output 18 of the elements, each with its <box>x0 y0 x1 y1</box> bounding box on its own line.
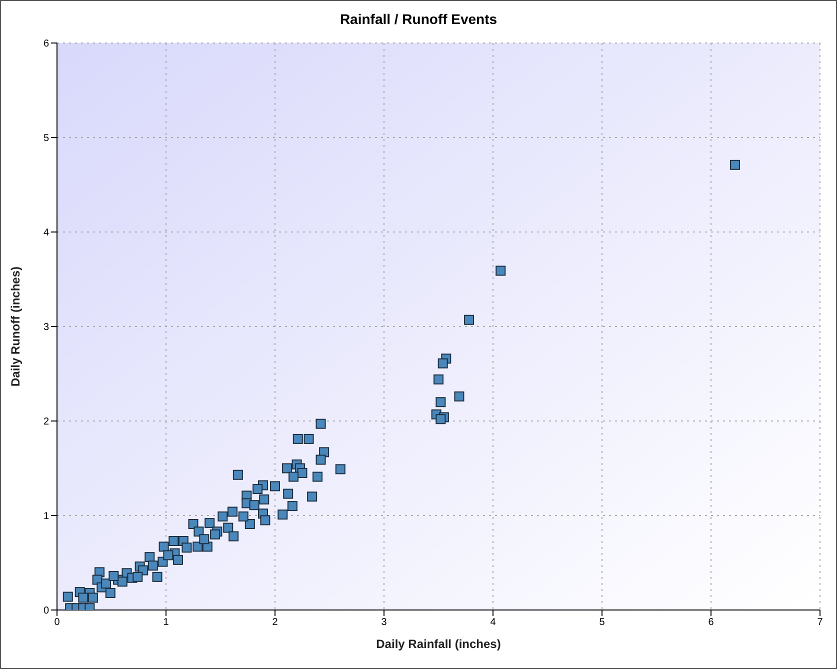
x-axis-title: Daily Rainfall (inches) <box>376 637 501 651</box>
x-tick-label: 5 <box>599 617 606 628</box>
x-tick-label: 3 <box>381 617 388 628</box>
y-tick-label: 1 <box>43 511 50 522</box>
y-tick-label: 3 <box>43 322 50 334</box>
y-axis-title: Daily Runoff (inches) <box>8 266 22 387</box>
x-tick-label: 7 <box>817 617 824 628</box>
y-tick-label: 5 <box>43 133 50 144</box>
y-tick-label: 0 <box>43 606 50 617</box>
y-tick-label: 4 <box>43 228 50 239</box>
x-tick-label: 1 <box>163 617 170 628</box>
x-tick-label: 6 <box>708 617 714 628</box>
y-tick-label: 2 <box>43 416 50 428</box>
x-tick-label: 2 <box>272 617 278 628</box>
x-tick-label: 4 <box>490 617 496 628</box>
chart-title: Rainfall / Runoff Events <box>338 11 498 27</box>
x-tick-label: 0 <box>54 617 60 628</box>
y-tick-label: 6 <box>43 38 50 50</box>
